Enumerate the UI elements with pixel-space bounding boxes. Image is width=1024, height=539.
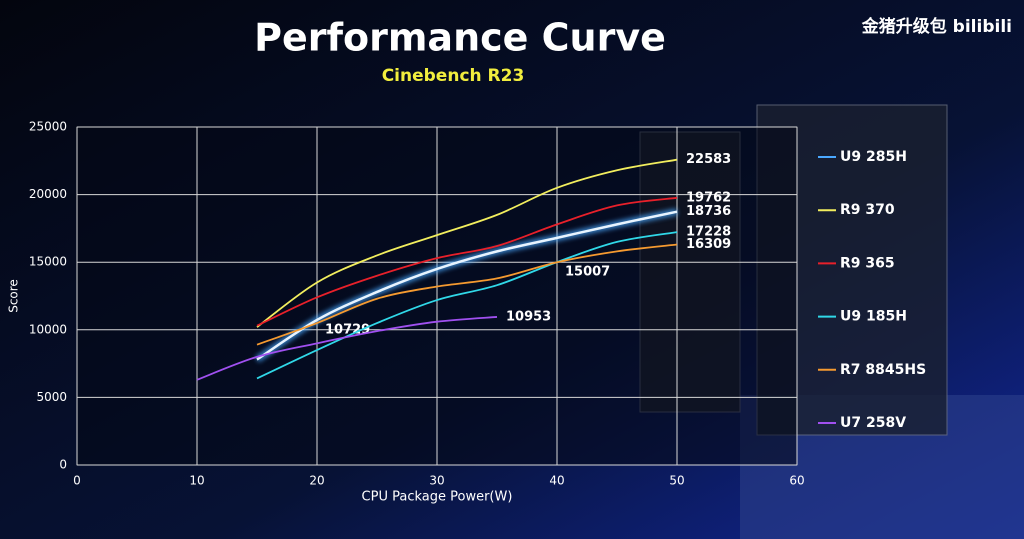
data-label: 10953: [506, 309, 551, 324]
y-tick-label: 20000: [29, 187, 67, 201]
chart-title: Performance Curve: [254, 16, 666, 60]
line: [256, 158, 678, 328]
line: [256, 210, 678, 361]
legend-label: R7 8845HS: [840, 362, 926, 378]
x-axis-label: CPU Package Power(W): [362, 490, 513, 505]
y-axis-label: Score: [7, 279, 21, 313]
y-tick-label: 25000: [29, 120, 67, 134]
x-tick-label: 30: [429, 474, 444, 488]
x-tick-label: 10: [189, 474, 204, 488]
line: [256, 243, 678, 346]
x-tick-label: 40: [549, 474, 564, 488]
y-tick-label: 0: [59, 458, 67, 472]
line: [256, 196, 678, 327]
data-label: 15007: [565, 265, 610, 280]
watermark: 金猪升级包 bilibili: [861, 16, 1012, 37]
data-label: 18736: [686, 204, 731, 219]
line: [196, 316, 498, 381]
line: [256, 231, 678, 380]
data-label: 22583: [686, 152, 731, 167]
chart-subtitle: Cinebench R23: [382, 66, 525, 86]
x-tick-label: 20: [309, 474, 324, 488]
y-tick-label: 10000: [29, 322, 67, 336]
x-tick-label: 50: [669, 474, 684, 488]
x-tick-label: 60: [789, 474, 804, 488]
legend-label: U9 285H: [840, 149, 907, 165]
legend-label: U7 258V: [840, 415, 906, 431]
legend-label: R9 370: [840, 202, 895, 218]
data-label: 19762: [686, 190, 731, 205]
data-label: 16309: [686, 237, 731, 252]
y-tick-label: 5000: [36, 390, 67, 404]
y-tick-label: 15000: [29, 255, 67, 269]
data-label: 17228: [686, 225, 731, 240]
legend-label: U9 185H: [840, 309, 907, 325]
legend-label: R9 365: [840, 255, 895, 271]
x-tick-label: 0: [73, 474, 81, 488]
